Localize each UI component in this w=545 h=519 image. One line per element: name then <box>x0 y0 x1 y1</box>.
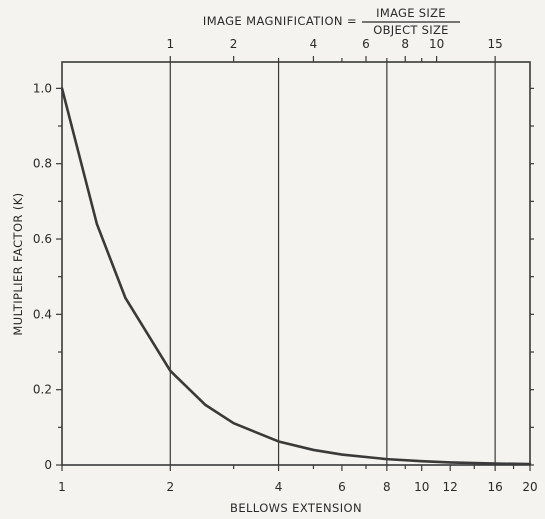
top-tick-label: 1 <box>166 37 174 51</box>
x-tick-label: 6 <box>338 480 346 494</box>
top-axis-title: IMAGE MAGNIFICATION = <box>203 14 357 28</box>
y-tick-label: 0.4 <box>33 307 52 321</box>
top-axis-denominator: OBJECT SIZE <box>373 23 448 37</box>
top-tick-label: 10 <box>429 37 444 51</box>
x-axis-title: BELLOWS EXTENSION <box>230 501 362 515</box>
y-tick-label: 0.6 <box>33 232 52 246</box>
data-series-line <box>60 87 532 466</box>
x-tick-label: 20 <box>522 480 537 494</box>
x-tick-label: 4 <box>275 480 283 494</box>
y-tick-label: 1.0 <box>33 81 52 95</box>
top-tick-label: 4 <box>310 37 318 51</box>
plot-frame <box>61 61 531 466</box>
top-tick-label: 6 <box>362 37 370 51</box>
y-tick-label: 0.2 <box>33 383 52 397</box>
x-tick-label: 12 <box>443 480 458 494</box>
x-tick-label: 10 <box>414 480 429 494</box>
x-tick-label: 2 <box>166 480 174 494</box>
x-tick-label: 1 <box>58 480 66 494</box>
top-tick-label: 8 <box>401 37 409 51</box>
y-tick-label: 0 <box>44 458 52 472</box>
top-tick-label: 15 <box>487 37 502 51</box>
x-tick-label: 8 <box>383 480 391 494</box>
top-tick-label: 2 <box>230 37 238 51</box>
top-axis-numerator: IMAGE SIZE <box>376 6 446 20</box>
y-axis-title: MULTIPLIER FACTOR (K) <box>11 192 25 335</box>
axis-ticks <box>56 56 534 471</box>
x-tick-label: 16 <box>487 480 502 494</box>
gridlines <box>169 62 496 465</box>
y-tick-label: 0.8 <box>33 157 52 171</box>
